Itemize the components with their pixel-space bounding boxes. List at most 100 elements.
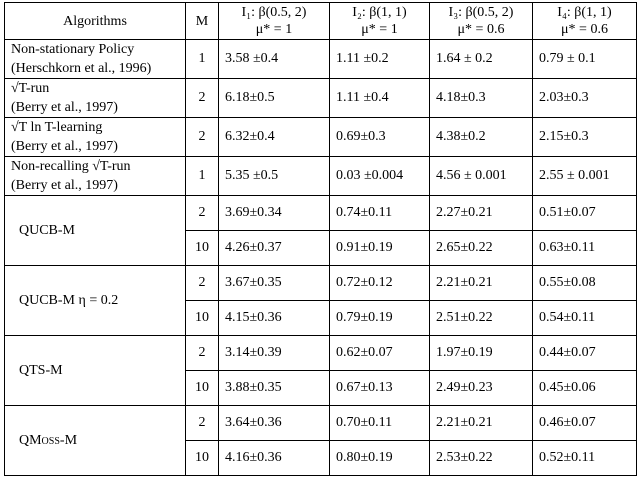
value-cell: 2.51±0.22 xyxy=(429,300,533,336)
result-value: 0.72±0.12 xyxy=(336,275,393,290)
m-value: 10 xyxy=(195,310,209,325)
result-value: 3.69±0.34 xyxy=(225,205,282,220)
m-value: 2 xyxy=(198,345,206,360)
value-cell: 0.79 ± 0.1 xyxy=(532,39,637,79)
m-cell: 10 xyxy=(185,300,219,336)
header-cell: I₁: β(0.5, 2) μ* = 1 xyxy=(218,2,330,40)
value-cell: 0.45±0.06 xyxy=(532,370,637,406)
header-text: I₁: β(0.5, 2) xyxy=(241,5,307,20)
algorithm-name: QTS-M xyxy=(19,362,63,378)
m-cell: 10 xyxy=(185,230,219,266)
table-row: QUCB-M 2 3.69±0.34 0.74±0.11 2.27±0.21 0.51±0… xyxy=(4,195,637,266)
m-cell: 1 xyxy=(185,39,219,79)
m-cell: 2 xyxy=(185,117,219,157)
algorithm-cell: Non-recalling √T-run (Berry et al., 1997) xyxy=(4,156,186,196)
result-value: 3.64±0.36 xyxy=(225,415,282,430)
value-cell: 2.53±0.22 xyxy=(429,440,533,476)
result-value: 0.79 ± 0.1 xyxy=(539,51,596,66)
m-cell: 2 xyxy=(185,265,219,301)
value-cell: 0.54±0.11 xyxy=(532,300,637,336)
result-value: 0.55±0.08 xyxy=(539,275,596,290)
table-row: QMoss-M 2 3.64±0.36 0.70±0.11 2.21±0.21 0.46±… xyxy=(4,405,637,476)
value-cell: 4.26±0.37 xyxy=(218,230,330,266)
algorithm-name: (Berry et al., 1997) xyxy=(11,178,118,193)
result-value: 2.49±0.23 xyxy=(436,380,493,395)
header-text: M xyxy=(195,13,209,29)
result-value: 0.79±0.19 xyxy=(336,310,393,325)
m-cell: 2 xyxy=(185,195,219,231)
value-cell: 0.55±0.08 xyxy=(532,265,637,301)
value-cell: 4.16±0.36 xyxy=(218,440,330,476)
algorithm-name: QUCB-M xyxy=(19,222,76,238)
header-text: I₃: β(0.5, 2) xyxy=(448,5,514,20)
value-cell: 0.70±0.11 xyxy=(329,405,430,441)
value-cell: 1.11 ±0.4 xyxy=(329,78,430,118)
result-value: 2.21±0.21 xyxy=(436,415,493,430)
result-value: 2.53±0.22 xyxy=(436,450,493,465)
result-value: 0.62±0.07 xyxy=(336,345,393,360)
header-text: μ* = 0.6 xyxy=(561,22,608,37)
result-value: 4.18±0.3 xyxy=(436,90,486,105)
result-value: 1.11 ±0.2 xyxy=(336,51,389,66)
value-cell: 3.14±0.39 xyxy=(218,335,330,371)
value-cell: 3.69±0.34 xyxy=(218,195,330,231)
value-cell: 0.69±0.3 xyxy=(329,117,430,157)
result-value: 0.70±0.11 xyxy=(336,415,393,430)
value-cell: 5.35 ±0.5 xyxy=(218,156,330,196)
result-value: 2.51±0.22 xyxy=(436,310,493,325)
algorithm-cell: √T ln T-learning (Berry et al., 1997) xyxy=(4,117,186,157)
value-cell: 0.46±0.07 xyxy=(532,405,637,441)
table-row: 10 3.88±0.35 0.67±0.13 2.49±0.23 0.45±0.06 xyxy=(5,370,637,406)
m-value: 10 xyxy=(195,450,209,465)
algorithm-name: √T ln T-learning xyxy=(11,120,103,135)
header-cell: I₃: β(0.5, 2) μ* = 0.6 xyxy=(429,2,533,40)
value-cell: 0.51±0.07 xyxy=(532,195,637,231)
result-value: 2.65±0.22 xyxy=(436,240,493,255)
result-value: 3.14±0.39 xyxy=(225,345,282,360)
m-value: 2 xyxy=(198,275,206,290)
result-value: 6.32±0.4 xyxy=(225,129,275,144)
table-row: 10 4.16±0.36 0.80±0.19 2.53±0.22 0.52±0.11 xyxy=(5,440,637,476)
header-text: μ* = 1 xyxy=(361,22,398,37)
value-cell: 2.15±0.3 xyxy=(532,117,637,157)
algorithm-cell: QUCB-M xyxy=(4,195,186,266)
value-cell: 2.03±0.3 xyxy=(532,78,637,118)
m-value: 2 xyxy=(198,90,206,105)
value-cell: 4.38±0.2 xyxy=(429,117,533,157)
algorithm-name: Non-stationary Policy xyxy=(11,42,135,57)
value-cell: 6.18±0.5 xyxy=(218,78,330,118)
m-value: 2 xyxy=(198,205,206,220)
m-cell: 2 xyxy=(185,335,219,371)
header-text: μ* = 1 xyxy=(255,22,293,37)
value-cell: 3.88±0.35 xyxy=(218,370,330,406)
m-value: 1 xyxy=(198,168,206,183)
result-value: 6.18±0.5 xyxy=(225,90,275,105)
value-cell: 4.15±0.36 xyxy=(218,300,330,336)
result-value: 0.51±0.07 xyxy=(539,205,596,220)
value-cell: 0.63±0.11 xyxy=(532,230,637,266)
algorithm-cell: Non-stationary Policy (Herschkorn et al.,… xyxy=(4,39,186,79)
value-cell: 1.97±0.19 xyxy=(429,335,533,371)
algorithm-name: Non-recalling √T-run xyxy=(11,159,131,174)
algorithm-name: (Berry et al., 1997) xyxy=(11,139,118,154)
value-cell: 0.67±0.13 xyxy=(329,370,430,406)
value-cell: 0.74±0.11 xyxy=(329,195,430,231)
table-row: 10 4.15±0.36 0.79±0.19 2.51±0.22 0.54±0.11 xyxy=(5,300,637,336)
result-value: 3.88±0.35 xyxy=(225,380,282,395)
value-cell: 2.49±0.23 xyxy=(429,370,533,406)
value-cell: 2.21±0.21 xyxy=(429,405,533,441)
result-value: 3.58 ±0.4 xyxy=(225,51,279,66)
result-value: 0.80±0.19 xyxy=(336,450,393,465)
value-cell: 2.21±0.21 xyxy=(429,265,533,301)
header-cell: I₄: β(1, 1) μ* = 0.6 xyxy=(532,2,637,40)
header-text: I₄: β(1, 1) xyxy=(557,5,612,20)
result-value: 3.67±0.35 xyxy=(225,275,282,290)
m-cell: 2 xyxy=(185,405,219,441)
result-value: 1.64 ± 0.2 xyxy=(436,51,493,66)
header-text: I₂: β(1, 1) xyxy=(352,5,407,20)
table-row: √T ln T-learning (Berry et al., 1997) 2 6.3… xyxy=(4,117,637,157)
result-value: 0.46±0.07 xyxy=(539,415,596,430)
value-cell: 2.55 ± 0.001 xyxy=(532,156,637,196)
algorithm-name: QUCB-M η = 0.2 xyxy=(19,292,119,308)
result-value: 0.03 ±0.004 xyxy=(336,168,404,183)
